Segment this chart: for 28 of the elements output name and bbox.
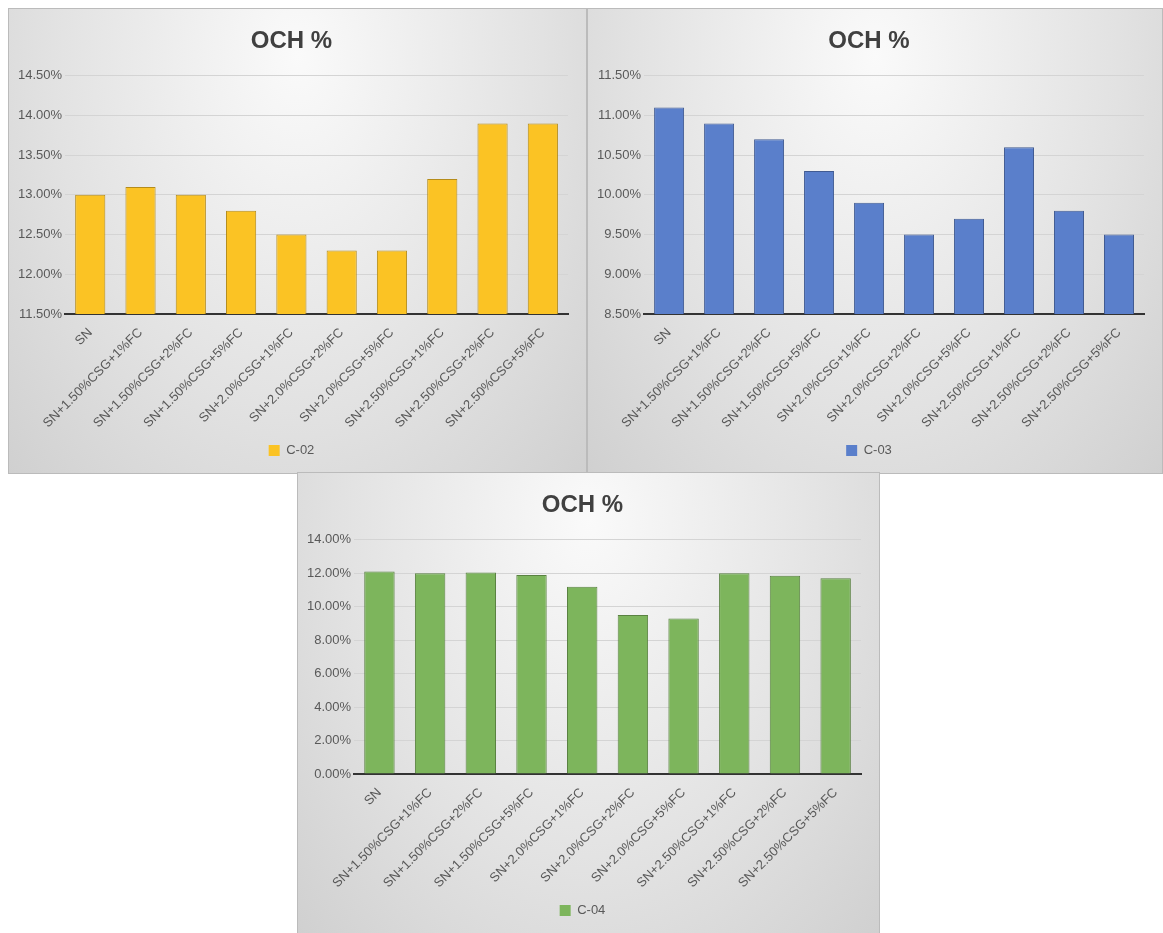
y-tick-label: 6.00% — [314, 665, 352, 681]
y-tick-label: 12.00% — [307, 564, 352, 580]
y-tick-label: 13.50% — [18, 146, 63, 162]
y-tick-label: 0.00% — [314, 765, 352, 781]
chart-title: OCH % — [541, 490, 624, 518]
y-tick-label: 11.50% — [18, 305, 63, 321]
y-tick-label: 12.00% — [18, 265, 63, 281]
y-tick-label: 11.50% — [597, 67, 642, 83]
chart-title: OCH % — [828, 26, 910, 54]
legend-label: C-02 — [286, 442, 315, 458]
y-tick-label: 10.00% — [307, 598, 352, 614]
y-tick-label: 10.50% — [597, 146, 642, 162]
y-tick-label: 4.00% — [314, 698, 352, 714]
y-tick-label: 12.50% — [18, 226, 63, 242]
y-tick-label: 8.50% — [604, 305, 642, 321]
y-tick-label: 8.00% — [314, 631, 352, 647]
y-tick-label: 11.00% — [597, 107, 642, 123]
y-tick-label: 2.00% — [314, 732, 352, 748]
y-tick-label: 9.00% — [604, 265, 642, 281]
legend-label: C-04 — [577, 902, 606, 918]
y-tick-label: 9.50% — [604, 226, 642, 242]
y-tick-label: 14.00% — [307, 531, 352, 547]
y-tick-label: 10.00% — [597, 186, 642, 202]
legend-label: C-03 — [863, 442, 892, 458]
y-tick-label: 14.50% — [18, 67, 63, 83]
y-tick-label: 13.00% — [18, 186, 63, 202]
chart-title: OCH % — [250, 26, 333, 54]
y-tick-label: 14.00% — [18, 107, 63, 123]
